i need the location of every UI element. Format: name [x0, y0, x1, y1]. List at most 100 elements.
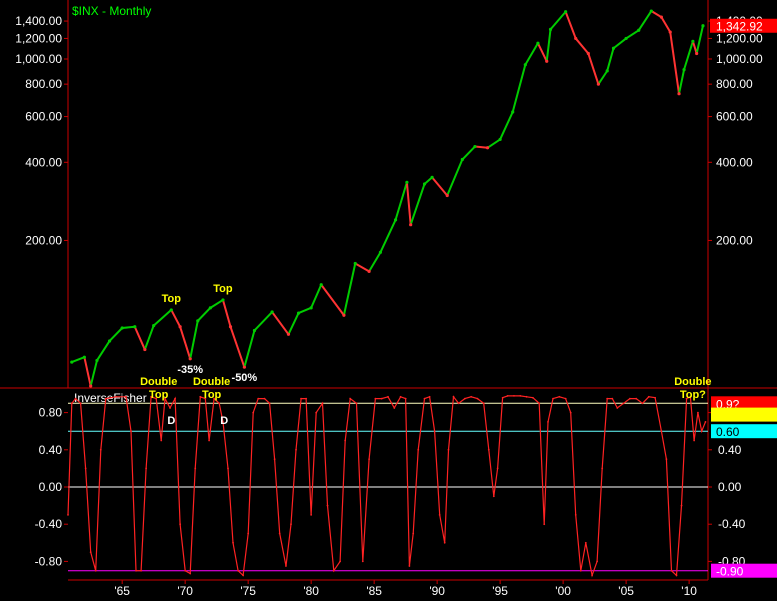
indicator-point [263, 397, 266, 400]
price-tick-label-left: 800.00 [25, 77, 62, 91]
price-segment [243, 330, 256, 368]
indicator-point [433, 430, 436, 433]
price-segment [133, 326, 146, 350]
indicator-point [305, 397, 308, 400]
price-point [586, 51, 590, 56]
indicator-point [404, 397, 407, 400]
price-segment [96, 340, 111, 361]
price-segment [612, 37, 627, 50]
price-annotation: Top [213, 283, 233, 295]
price-segment [660, 16, 672, 33]
price-segment [89, 360, 98, 387]
price-point [82, 355, 86, 359]
indicator-point [194, 467, 197, 470]
price-tick-label-left: 1,000.00 [15, 52, 62, 66]
price-point [70, 360, 74, 364]
indicator-point [257, 397, 260, 400]
indicator-point [538, 402, 541, 405]
indicator-point [387, 395, 389, 398]
indicator-value-badge [711, 407, 777, 422]
indicator-point [278, 532, 281, 535]
indicator-point [558, 395, 561, 398]
indicator-point [399, 395, 402, 398]
price-point [624, 36, 628, 41]
indicator-point [654, 396, 656, 399]
indicator-point [496, 467, 499, 470]
indicator-point [114, 395, 117, 398]
indicator-point [169, 407, 171, 409]
price-segment [253, 311, 273, 332]
indicator-point [675, 574, 678, 577]
indicator-point [310, 514, 313, 516]
price-segment [83, 356, 92, 387]
indicator-point [315, 411, 318, 414]
price-point [637, 28, 641, 32]
price-point [221, 298, 225, 302]
price-point [659, 15, 663, 19]
indicator-point [84, 467, 87, 470]
price-segment [179, 326, 192, 360]
x-tick-label: '85 [366, 584, 382, 598]
price-segment [221, 299, 232, 328]
indicator-point [361, 560, 364, 563]
indicator-tick-label-left: -0.40 [35, 517, 63, 531]
indicator-point [547, 421, 549, 423]
indicator-point [94, 569, 97, 572]
price-segment [683, 40, 694, 70]
price-segment [354, 262, 370, 273]
price-segment [287, 312, 300, 335]
indicator-annotation: D [167, 415, 175, 427]
indicator-point [564, 397, 567, 400]
price-tick-label-left: 1,400.00 [15, 14, 62, 28]
price-point [169, 308, 173, 312]
price-point [523, 63, 527, 67]
price-segment [122, 325, 135, 329]
x-tick-label: '95 [492, 584, 508, 598]
indicator-point [417, 448, 420, 451]
price-segment [597, 70, 609, 85]
price-segment [409, 183, 426, 226]
indicator-value-badge [711, 396, 777, 411]
indicator-point [482, 402, 485, 405]
indicator-point [601, 467, 604, 470]
indicator-tick-label-left: 0.40 [39, 443, 63, 457]
indicator-tick-label-right: -0.40 [718, 517, 746, 531]
indicator-point [543, 523, 546, 526]
indicator-point [227, 467, 229, 470]
price-segment [209, 299, 224, 309]
indicator-point [438, 514, 441, 516]
indicator-point [339, 560, 342, 563]
price-point [286, 332, 291, 336]
x-tick-label: '65 [114, 584, 130, 598]
price-segment [298, 306, 312, 315]
indicator-point [189, 572, 192, 575]
indicator-point [326, 504, 329, 507]
indicator-tick-label-left: 0.80 [39, 406, 63, 420]
indicator-point [247, 532, 250, 535]
indicator-point [574, 514, 577, 516]
price-point [430, 175, 434, 179]
price-segment [320, 284, 345, 316]
indicator-point [685, 397, 688, 400]
price-point [460, 157, 464, 162]
indicator-point [374, 397, 377, 400]
indicator-point [457, 402, 460, 405]
x-tick-label: '80 [303, 584, 319, 598]
x-tick-label: '00 [555, 584, 571, 598]
indicator-annotation: Double Top? [674, 376, 711, 401]
price-point [178, 325, 182, 329]
indicator-point [393, 407, 396, 409]
indicator-point [428, 395, 431, 398]
indicator-point [628, 397, 631, 400]
price-point [564, 10, 568, 14]
price-segment [368, 251, 382, 272]
price-segment [431, 176, 448, 197]
price-point [367, 269, 371, 273]
indicator-point [606, 397, 609, 400]
price-tick-label-right: 200.00 [716, 233, 753, 247]
indicator-point [237, 569, 239, 572]
price-point [605, 69, 609, 73]
x-axis: '65 '70 '75 '80 '85 '90 '95 '00 '05 '10 [68, 579, 708, 598]
price-segment [405, 182, 412, 225]
